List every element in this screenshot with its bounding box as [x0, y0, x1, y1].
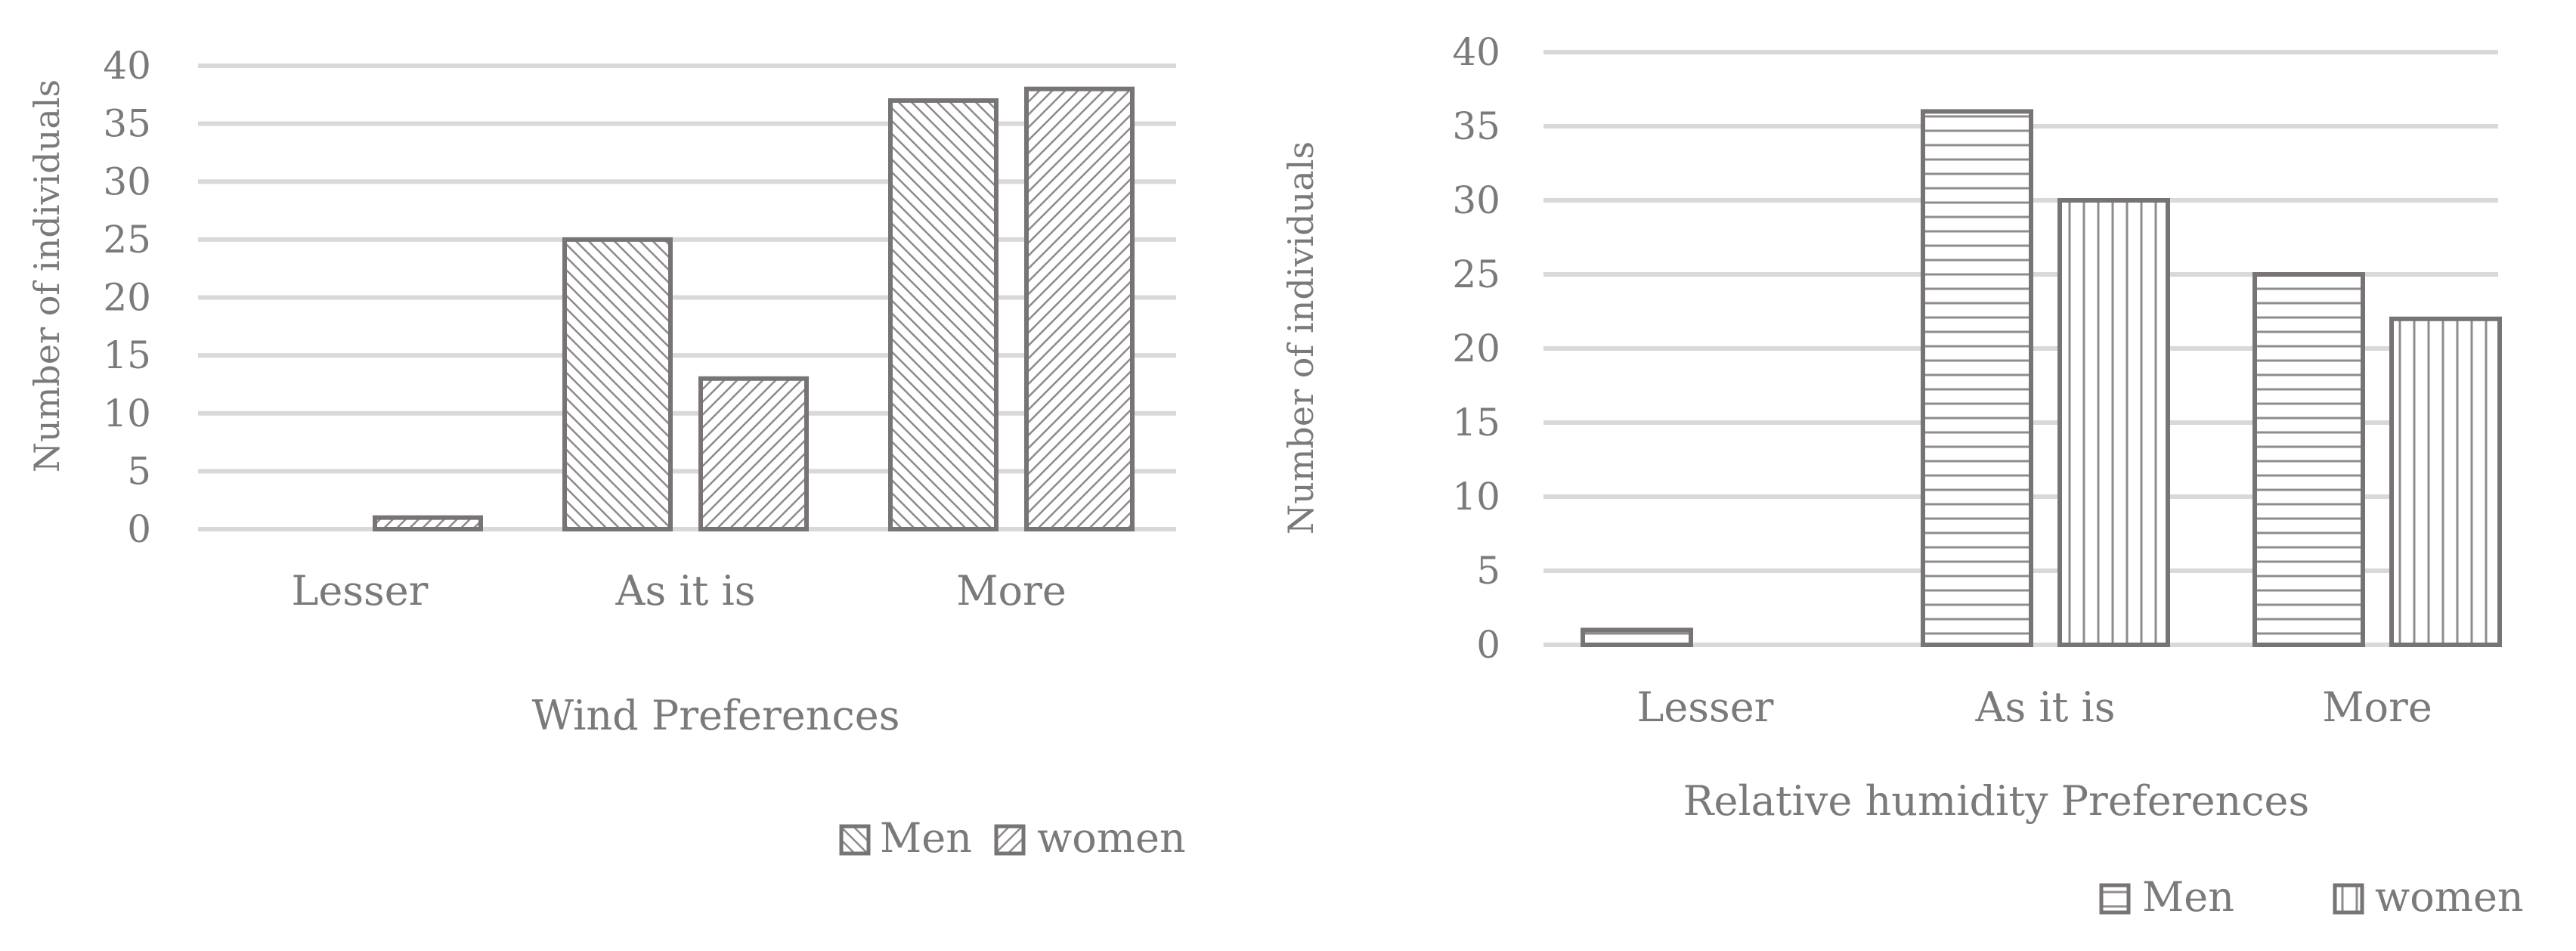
wind-legend-swatch-women [994, 824, 1026, 856]
wind-y-tick-labels: 0 5 10 15 20 25 30 35 40 [103, 44, 151, 551]
humidity-y-tick-label: 30 [1452, 178, 1500, 222]
humidity-preferences-chart: 0 5 10 15 20 25 30 35 40 Lesser As it is More Numb… [1280, 30, 2524, 921]
wind-bars [373, 86, 1135, 532]
humidity-bars [1581, 109, 2502, 648]
wind-bar-men-as-it-is [562, 237, 673, 531]
wind-bar-women-lesser [373, 515, 483, 531]
humidity-legend-label-men: Men [2142, 873, 2234, 921]
wind-y-tick-label: 10 [103, 392, 151, 435]
humidity-legend-swatch-men [2099, 883, 2131, 915]
wind-y-tick-label: 30 [103, 160, 151, 203]
wind-category-label: More [956, 567, 1067, 615]
humidity-x-axis-title: Relative humidity Preferences [1683, 777, 2309, 825]
wind-y-tick-label: 25 [103, 218, 151, 262]
wind-gridlines [198, 64, 1176, 531]
humidity-category-label: Lesser [1636, 683, 1773, 731]
humidity-y-tick-label: 40 [1452, 30, 1500, 74]
humidity-legend-swatch-women [2333, 883, 2364, 915]
wind-y-tick-label: 40 [103, 44, 151, 88]
humidity-bar-women-as-it-is [2057, 198, 2170, 647]
wind-y-tick-label: 15 [103, 333, 151, 377]
humidity-category-labels: Lesser As it is More [1636, 683, 2432, 731]
wind-category-label: As it is [615, 567, 756, 615]
wind-legend-label-men: Men [880, 814, 972, 862]
wind-bar-women-more [1024, 86, 1135, 531]
humidity-category-label: More [2322, 683, 2432, 731]
wind-legend-entry-men: Men [839, 814, 972, 862]
wind-x-axis-title: Wind Preferences [532, 692, 900, 739]
humidity-legend-entry-women: women [2333, 873, 2524, 921]
wind-bar-women-as-it-is [698, 376, 809, 531]
humidity-y-tick-label: 35 [1452, 104, 1500, 148]
wind-legend: Men women [839, 814, 1186, 862]
humidity-bar-women-more [2389, 316, 2502, 647]
humidity-y-tick-label: 5 [1476, 549, 1500, 593]
wind-y-tick-label: 5 [127, 449, 151, 493]
humidity-y-tick-label: 0 [1476, 623, 1500, 667]
wind-legend-label-women: women [1037, 814, 1186, 862]
humidity-y-tick-label: 10 [1452, 475, 1500, 519]
wind-preferences-chart: 0 5 10 15 20 25 30 35 40 Lesser As it is More Numb… [26, 44, 1186, 862]
humidity-y-axis-title: Number of individuals [1280, 141, 1321, 534]
humidity-y-tick-labels: 0 5 10 15 20 25 30 35 40 [1452, 30, 1500, 667]
wind-bar-men-more [888, 98, 999, 532]
humidity-y-tick-label: 25 [1452, 252, 1500, 296]
wind-legend-swatch-men [839, 824, 871, 856]
humidity-bar-men-more [2252, 272, 2365, 647]
wind-y-tick-label: 0 [127, 507, 151, 551]
wind-legend-entry-women: women [994, 814, 1186, 862]
humidity-legend-entry-men: Men [2099, 873, 2234, 921]
wind-y-tick-label: 35 [103, 102, 151, 146]
wind-y-axis-title: Number of individuals [26, 79, 67, 472]
humidity-bar-men-lesser [1581, 627, 1693, 648]
humidity-bar-men-as-it-is [1921, 109, 2033, 647]
wind-category-label: Lesser [291, 567, 428, 615]
wind-category-labels: Lesser As it is More [291, 567, 1066, 615]
humidity-category-label: As it is [1975, 683, 2116, 731]
humidity-legend: Men women [2099, 873, 2524, 921]
wind-y-tick-label: 20 [103, 276, 151, 320]
humidity-legend-label-women: women [2375, 873, 2524, 921]
humidity-y-tick-label: 20 [1452, 327, 1500, 370]
humidity-y-tick-label: 15 [1452, 401, 1500, 445]
